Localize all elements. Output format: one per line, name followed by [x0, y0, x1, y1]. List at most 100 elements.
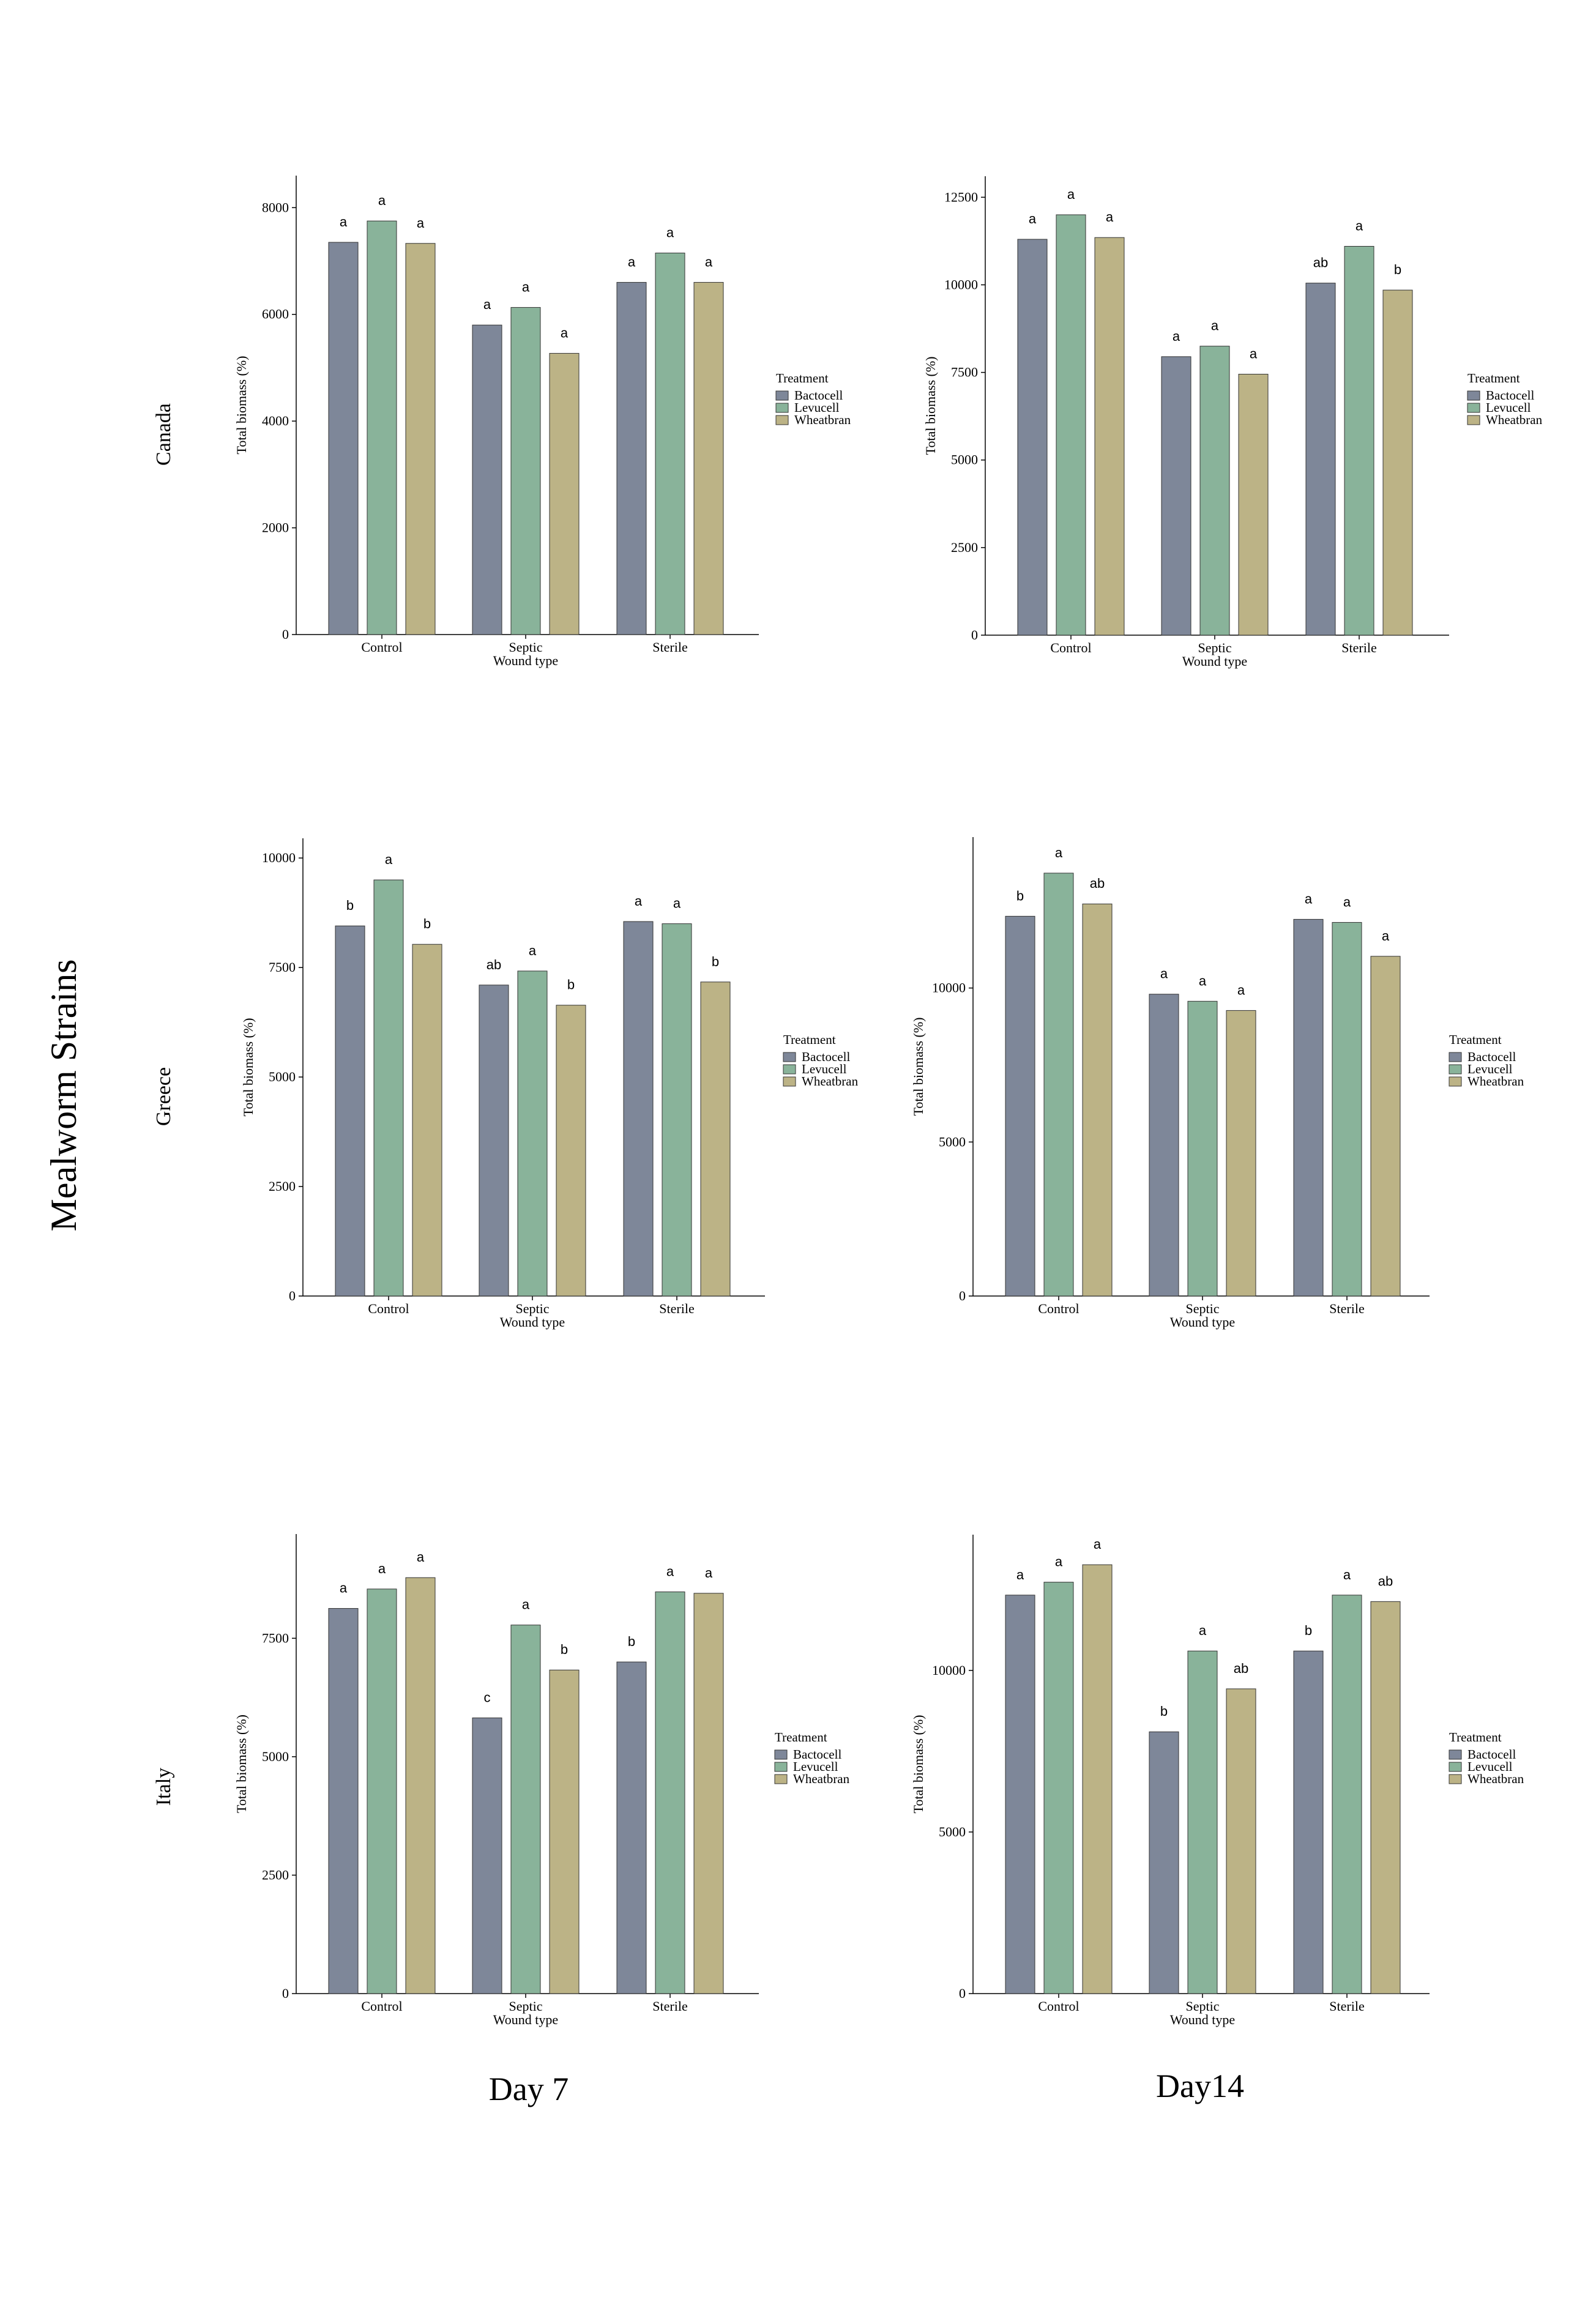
y-tick-label: 10000 [944, 277, 978, 292]
legend-title: Treatment [775, 1730, 827, 1745]
legend-label-levucell: Levucell [1486, 400, 1531, 415]
significance-label: a [1343, 894, 1351, 909]
x-tick-label-sterile: Sterile [652, 1998, 687, 2014]
bar-bactocell-septic [472, 1717, 502, 1994]
x-axis-title: Wound type [1182, 654, 1247, 669]
x-axis-title: Wound type [493, 2012, 558, 2027]
bar-wheatbran-control [405, 243, 436, 635]
bar-wheatbran-sterile [1382, 289, 1413, 636]
y-tick-label: 0 [971, 627, 978, 642]
legend-swatch-bactocell [783, 1052, 796, 1062]
significance-label: a [483, 297, 491, 312]
legend-label-wheatbran: Wheatbran [1467, 1771, 1524, 1786]
y-tick-label: 0 [289, 1288, 296, 1303]
y-tick-label: 5000 [939, 1824, 966, 1839]
legend-label-wheatbran: Wheatbran [793, 1771, 850, 1786]
bar-bactocell-sterile [616, 281, 647, 635]
panel-canada-day14: 0 2500 5000 7500 10000 12500 Total biomass (%)… [923, 176, 1543, 669]
legend-swatch-bactocell [1467, 390, 1480, 401]
x-tick-label-septic: Septic [509, 1998, 543, 2014]
bar-bactocell-control [1005, 1595, 1035, 1994]
significance-label: a [1211, 318, 1219, 333]
y-tick-label: 2500 [951, 540, 978, 555]
x-tick-label-control: Control [1038, 1301, 1079, 1316]
y-tick-label: 4000 [262, 413, 289, 428]
x-tick-label-control: Control [1038, 1998, 1079, 2014]
y-tick-label: 2000 [262, 520, 289, 535]
legend-swatch-levucell [1449, 1762, 1462, 1772]
x-tick-label-septic: Septic [1186, 1998, 1220, 2014]
column-title-day7: Day 7 [489, 2071, 569, 2107]
legend-swatch-wheatbran [783, 1076, 796, 1087]
bar-levucell-control [373, 879, 404, 1297]
significance-label: a [1055, 845, 1063, 860]
significance-label: a [1106, 209, 1114, 225]
bar-bactocell-sterile [1305, 283, 1336, 636]
legend-swatch-wheatbran [774, 1774, 788, 1784]
bar-bactocell-septic [1149, 1731, 1179, 1994]
significance-label: a [1199, 1623, 1207, 1638]
bar-wheatbran-sterile [1370, 1601, 1401, 1994]
x-tick-label-sterile: Sterile [1341, 640, 1376, 655]
y-tick-label: 5000 [939, 1134, 966, 1149]
bar-bactocell-control [328, 242, 359, 635]
x-tick-label-septic: Septic [1198, 640, 1232, 655]
legend-title: Treatment [783, 1032, 836, 1047]
bar-wheatbran-septic [549, 352, 580, 635]
significance-label: a [666, 225, 674, 240]
bar-levucell-control [367, 1589, 397, 1994]
bar-levucell-sterile [1332, 1595, 1362, 1994]
y-tick-label: 7500 [269, 959, 296, 975]
y-tick-label: 5000 [262, 1749, 289, 1764]
legend-label-bactocell: Bactocell [793, 1747, 841, 1762]
y-tick-label: 2500 [262, 1867, 289, 1882]
bar-wheatbran-septic [1238, 373, 1269, 636]
significance-label: a [1016, 1567, 1024, 1582]
x-tick-label-sterile: Sterile [659, 1301, 694, 1316]
y-tick-label: 6000 [262, 307, 289, 322]
y-tick-label: 7500 [262, 1630, 289, 1645]
significance-label: b [346, 898, 354, 913]
bar-levucell-control [1056, 214, 1086, 636]
significance-label: a [1160, 966, 1168, 981]
significance-label: a [1094, 1536, 1102, 1552]
significance-label: a [522, 279, 530, 294]
y-axis-title: Total biomass (%) [241, 1018, 256, 1117]
significance-label: a [1305, 891, 1313, 906]
significance-label: a [417, 215, 425, 231]
significance-label: a [1173, 329, 1180, 344]
bar-bactocell-septic [472, 324, 502, 635]
y-tick-label: 0 [282, 627, 289, 642]
row-title-greece: Greece [152, 1067, 175, 1126]
significance-label: b [561, 1642, 568, 1657]
significance-label: b [1160, 1704, 1168, 1719]
figure-y-title: Mealworm Strains [43, 959, 84, 1232]
significance-label: a [1250, 346, 1258, 361]
bar-bactocell-sterile [616, 1661, 647, 1994]
panel-greece-day-7: 0 2500 5000 7500 10000 Total biomass (%) Contr… [241, 838, 859, 1330]
legend-swatch-bactocell [774, 1749, 788, 1760]
y-tick-label: 0 [282, 1986, 289, 2001]
significance-label: b [1394, 262, 1401, 277]
significance-label: a [673, 896, 681, 911]
bar-bactocell-control [1017, 239, 1048, 636]
bar-levucell-septic [510, 1625, 541, 1994]
significance-label: a [666, 1563, 674, 1579]
x-tick-label-septic: Septic [509, 639, 543, 655]
legend-label-wheatbran: Wheatbran [794, 412, 851, 427]
legend-label-bactocell: Bactocell [1486, 388, 1534, 403]
legend-swatch-wheatbran [775, 415, 789, 425]
bar-levucell-control [1043, 873, 1074, 1297]
bar-levucell-septic [1187, 1650, 1218, 1994]
bar-levucell-sterile [1332, 922, 1362, 1297]
significance-label: b [628, 1634, 635, 1649]
significance-label: a [1355, 218, 1363, 234]
significance-label: a [1067, 187, 1075, 202]
x-axis-title: Wound type [493, 653, 558, 668]
significance-label: ab [487, 957, 501, 972]
y-tick-label: 0 [959, 1288, 966, 1303]
significance-label: a [340, 1581, 348, 1596]
